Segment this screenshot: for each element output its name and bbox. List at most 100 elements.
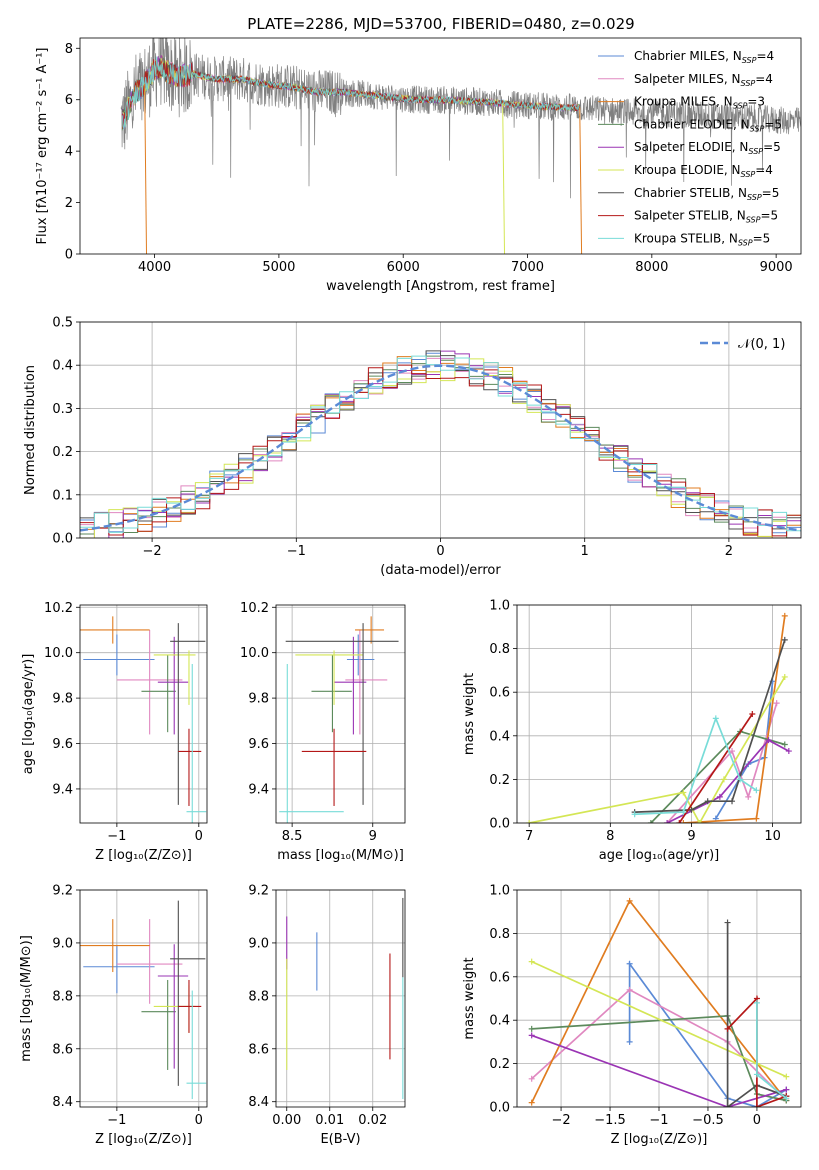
residual-histogram-7 xyxy=(80,364,801,537)
x-tick-label: 8 xyxy=(606,829,614,844)
errorbar-point xyxy=(355,616,385,644)
weight-line-4 xyxy=(531,1034,787,1107)
y-tick-label: 0.0 xyxy=(489,1101,510,1116)
model-dip xyxy=(144,83,148,254)
y-tick-label: 0.3 xyxy=(52,402,73,417)
errorbar-point xyxy=(80,919,150,973)
y-tick-label: 9.8 xyxy=(52,692,73,707)
y-tick-label: 8.6 xyxy=(52,1042,73,1057)
y-tick-label: 9.6 xyxy=(52,737,73,752)
x-tick-label: 0 xyxy=(195,1113,203,1128)
y-tick-label: 8.6 xyxy=(248,1042,269,1057)
x-tick-label: −2 xyxy=(551,1113,570,1128)
x-tick-label: −1 xyxy=(107,1113,126,1128)
weight-marker xyxy=(749,711,756,717)
x-tick-label: −1.5 xyxy=(594,1113,626,1128)
errorbar-point xyxy=(279,664,344,823)
y-axis-label: Normed distribution xyxy=(23,365,38,495)
weight-marker xyxy=(781,741,788,748)
model-dip xyxy=(502,103,506,254)
weight-marker xyxy=(781,636,788,643)
y-tick-label: 8.8 xyxy=(52,989,73,1004)
x-tick-label: 0 xyxy=(436,544,444,559)
errorbar-point xyxy=(83,634,155,676)
observed-spectrum xyxy=(120,38,801,199)
legend-label: Kroupa STELIB, NSSP=5 xyxy=(634,231,770,247)
y-tick-label: 0.4 xyxy=(489,729,510,744)
axes-frame xyxy=(79,889,208,1108)
y-tick-label: 8.4 xyxy=(52,1095,73,1110)
y-axis-label: mass weight xyxy=(462,673,477,755)
x-tick-label: −1 xyxy=(649,1113,668,1128)
x-tick-label: 1 xyxy=(581,544,589,559)
x-tick-label: −1 xyxy=(287,544,306,559)
legend-label: Kroupa MILES, NSSP=3 xyxy=(634,95,765,111)
legend-label: Salpeter ELODIE, NSSP=5 xyxy=(634,140,781,156)
weight-marker xyxy=(688,806,695,813)
y-tick-label: 0.8 xyxy=(489,927,510,942)
plots-layer: 4000 5000 6000 7000 8000 900002468wavelength … xyxy=(19,37,802,1147)
weight-line-0 xyxy=(715,681,774,820)
legend-label: 𝒩(0, 1) xyxy=(738,337,785,352)
weight-marker xyxy=(528,958,535,965)
weight-marker xyxy=(626,960,633,967)
y-tick-label: 0.0 xyxy=(52,532,73,547)
x-tick-label: 7 xyxy=(525,829,533,844)
x-tick-label: 2 xyxy=(725,544,733,559)
y-tick-label: 6 xyxy=(65,93,73,108)
axes-frame xyxy=(275,889,406,1108)
weight-vs-age-panel: 7 8 9 10 0.0 0.2 0.4 0.6 0.8 1.0 age [log₁₀(age/yr… xyxy=(462,599,802,863)
legend-label: Chabrier MILES, NSSP=4 xyxy=(634,49,774,65)
y-tick-label: 0.0 xyxy=(489,817,510,832)
y-tick-label: 10.0 xyxy=(44,646,73,661)
y-tick-label: 0.5 xyxy=(52,316,73,331)
weight-marker xyxy=(729,798,736,805)
y-tick-label: 0.4 xyxy=(52,359,73,374)
weight-marker xyxy=(773,700,780,707)
y-axis-label: mass [log₁₀(M/M⊙)] xyxy=(19,935,34,1062)
x-tick-label: 7000 xyxy=(511,260,544,275)
errorbar-point xyxy=(311,654,352,733)
y-axis-label: mass weight xyxy=(462,957,477,1039)
x-axis-label: wavelength [Angstrom, rest frame] xyxy=(326,279,555,294)
x-tick-label: −1 xyxy=(107,829,126,844)
weight-marker xyxy=(626,986,633,993)
errorbar-point xyxy=(141,979,176,1070)
weight-line-5 xyxy=(529,676,786,823)
gaussian-reference xyxy=(80,364,801,532)
y-tick-label: 0.8 xyxy=(489,642,510,657)
weight-line-6 xyxy=(634,639,786,813)
mass-vs-ebv-panel: 0.00 0.01 0.02 8.4 8.6 8.8 9.0 9.2 E(B-V) xyxy=(248,884,406,1147)
weight-marker xyxy=(676,820,683,823)
x-tick-label: 9 xyxy=(369,829,377,844)
y-tick-label: 2 xyxy=(65,196,73,211)
x-tick-label: 9 xyxy=(687,829,695,844)
x-tick-label: 0.00 xyxy=(272,1113,301,1128)
weight-marker xyxy=(528,1099,535,1106)
residual-histogram-6 xyxy=(80,350,801,530)
x-axis-label: age [log₁₀(age/yr)] xyxy=(599,848,720,863)
legend-label: Kroupa ELODIE, NSSP=4 xyxy=(634,163,773,179)
age-vs-mass-points xyxy=(279,616,399,823)
y-tick-label: 1.0 xyxy=(489,884,510,899)
y-tick-label: 0.2 xyxy=(489,773,510,788)
x-axis-label: Z [log₁₀(Z/Z⊙)] xyxy=(95,848,192,863)
weight-marker xyxy=(781,612,788,619)
errorbar-point xyxy=(295,650,364,705)
weight-marker xyxy=(753,815,760,822)
x-tick-label: 4000 xyxy=(138,260,171,275)
y-axis-label: age [log₁₀(age/yr)] xyxy=(21,654,36,775)
y-tick-label: 9.4 xyxy=(52,782,73,797)
spectrum-traces xyxy=(120,38,801,254)
weight-marker xyxy=(712,715,719,722)
x-axis-label: Z [log₁₀(Z/Z⊙)] xyxy=(95,1132,192,1147)
x-tick-label: 0 xyxy=(195,829,203,844)
weight-line-8 xyxy=(756,1002,787,1099)
mass-vs-Z-panel: −1 0 8.4 8.6 8.8 9.0 9.2 Z [log₁₀(Z/Z⊙)] mass [l… xyxy=(19,884,208,1147)
weight-marker xyxy=(737,776,744,783)
errorbar-point xyxy=(80,616,150,644)
residual-histogram-8 xyxy=(80,355,801,533)
weight-line-3 xyxy=(531,1015,787,1102)
y-tick-label: 9.6 xyxy=(248,737,269,752)
weight-marker xyxy=(528,1025,535,1032)
